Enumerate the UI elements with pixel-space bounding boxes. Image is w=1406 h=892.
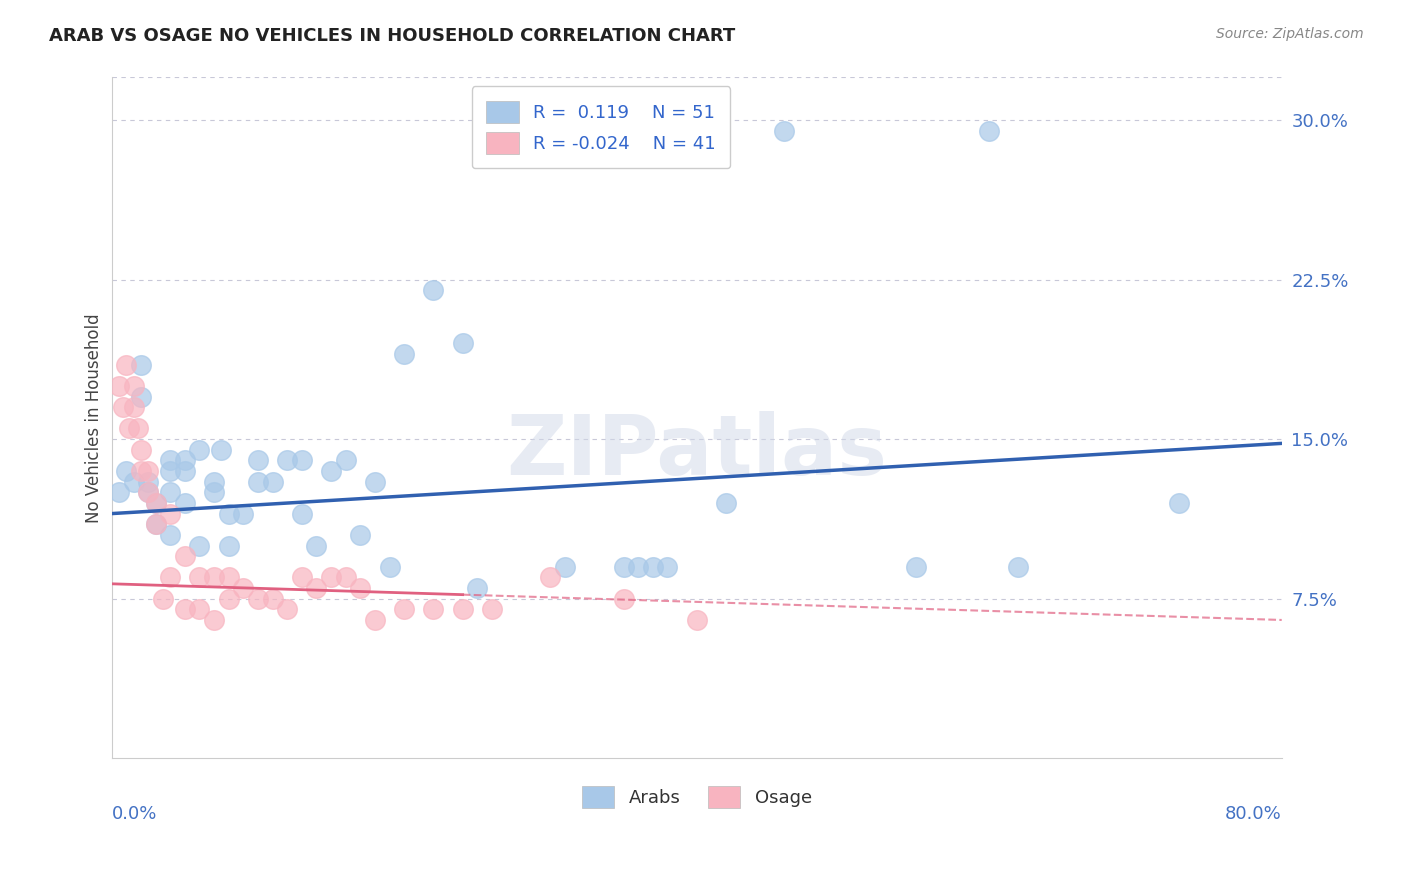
Point	[422, 602, 444, 616]
Point	[145, 517, 167, 532]
Point	[173, 453, 195, 467]
Point	[481, 602, 503, 616]
Point	[145, 517, 167, 532]
Point	[136, 464, 159, 478]
Point	[262, 475, 284, 489]
Point	[335, 453, 357, 467]
Point	[218, 539, 240, 553]
Point	[159, 528, 181, 542]
Point	[145, 496, 167, 510]
Point	[112, 401, 135, 415]
Point	[262, 591, 284, 606]
Point	[218, 507, 240, 521]
Point	[108, 379, 131, 393]
Text: ZIPatlas: ZIPatlas	[506, 411, 887, 492]
Point	[291, 453, 314, 467]
Point	[129, 442, 152, 457]
Point	[159, 570, 181, 584]
Point	[305, 539, 328, 553]
Point	[118, 421, 141, 435]
Point	[364, 613, 387, 627]
Point	[305, 581, 328, 595]
Point	[145, 496, 167, 510]
Point	[159, 453, 181, 467]
Point	[122, 475, 145, 489]
Point	[202, 485, 225, 500]
Point	[364, 475, 387, 489]
Point	[159, 464, 181, 478]
Point	[451, 602, 474, 616]
Point	[246, 475, 269, 489]
Point	[319, 570, 342, 584]
Y-axis label: No Vehicles in Household: No Vehicles in Household	[86, 313, 103, 523]
Point	[349, 528, 371, 542]
Point	[129, 358, 152, 372]
Text: ARAB VS OSAGE NO VEHICLES IN HOUSEHOLD CORRELATION CHART: ARAB VS OSAGE NO VEHICLES IN HOUSEHOLD C…	[49, 27, 735, 45]
Point	[378, 559, 401, 574]
Point	[538, 570, 561, 584]
Point	[136, 475, 159, 489]
Point	[905, 559, 928, 574]
Point	[465, 581, 488, 595]
Point	[612, 559, 634, 574]
Point	[129, 390, 152, 404]
Point	[218, 570, 240, 584]
Point	[641, 559, 664, 574]
Point	[188, 442, 211, 457]
Point	[1007, 559, 1029, 574]
Point	[335, 570, 357, 584]
Point	[152, 591, 174, 606]
Point	[686, 613, 709, 627]
Point	[657, 559, 679, 574]
Legend: Arabs, Osage: Arabs, Osage	[572, 777, 821, 817]
Point	[218, 591, 240, 606]
Point	[173, 464, 195, 478]
Point	[773, 123, 796, 137]
Point	[202, 570, 225, 584]
Text: 80.0%: 80.0%	[1225, 805, 1282, 823]
Point	[714, 496, 737, 510]
Point	[627, 559, 650, 574]
Point	[276, 602, 298, 616]
Point	[188, 570, 211, 584]
Point	[979, 123, 1001, 137]
Point	[129, 464, 152, 478]
Point	[451, 336, 474, 351]
Point	[188, 539, 211, 553]
Point	[349, 581, 371, 595]
Point	[188, 602, 211, 616]
Point	[136, 485, 159, 500]
Point	[246, 591, 269, 606]
Point	[122, 379, 145, 393]
Point	[173, 549, 195, 563]
Point	[1168, 496, 1191, 510]
Point	[392, 602, 415, 616]
Point	[276, 453, 298, 467]
Point	[291, 507, 314, 521]
Point	[159, 507, 181, 521]
Point	[115, 358, 138, 372]
Point	[202, 613, 225, 627]
Point	[115, 464, 138, 478]
Text: 0.0%: 0.0%	[111, 805, 157, 823]
Point	[173, 496, 195, 510]
Point	[291, 570, 314, 584]
Point	[173, 602, 195, 616]
Point	[136, 485, 159, 500]
Point	[127, 421, 149, 435]
Point	[612, 591, 634, 606]
Point	[209, 442, 232, 457]
Point	[159, 485, 181, 500]
Point	[554, 559, 576, 574]
Point	[122, 401, 145, 415]
Point	[232, 507, 254, 521]
Point	[422, 283, 444, 297]
Point	[202, 475, 225, 489]
Point	[232, 581, 254, 595]
Point	[319, 464, 342, 478]
Text: Source: ZipAtlas.com: Source: ZipAtlas.com	[1216, 27, 1364, 41]
Point	[246, 453, 269, 467]
Point	[392, 347, 415, 361]
Point	[108, 485, 131, 500]
